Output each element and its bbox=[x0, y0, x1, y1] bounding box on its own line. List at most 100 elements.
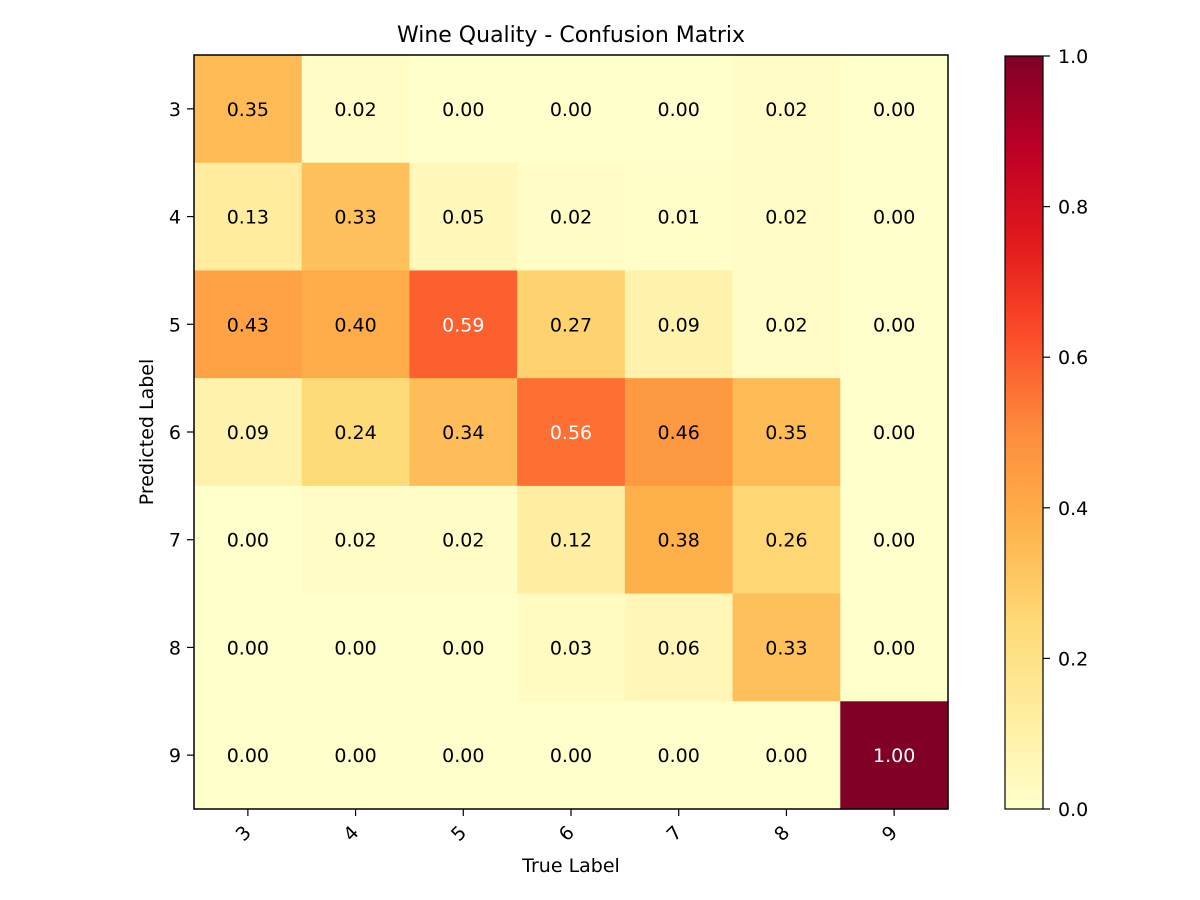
heatmap-cells bbox=[194, 55, 949, 810]
heatmap-cell bbox=[409, 701, 518, 810]
cell-value-label: 0.02 bbox=[765, 99, 807, 121]
heatmap-cell bbox=[301, 162, 411, 272]
y-tick-label: 3 bbox=[169, 99, 181, 121]
y-tick-label: 9 bbox=[169, 745, 181, 767]
y-axis-ticks: 3 4 5 6 7 8 9 bbox=[169, 99, 194, 767]
heatmap-cell bbox=[840, 593, 949, 702]
cell-value-label: 0.06 bbox=[658, 637, 700, 659]
heatmap-cell bbox=[517, 55, 626, 164]
cell-value-label: 0.00 bbox=[873, 422, 915, 444]
cell-value-label: 0.00 bbox=[658, 745, 700, 767]
cell-value-label: 0.09 bbox=[658, 314, 700, 336]
cell-value-label: 0.00 bbox=[873, 207, 915, 229]
cell-value-label: 0.02 bbox=[334, 530, 376, 552]
x-tick-label: 7 bbox=[662, 822, 686, 846]
cell-value-label: 0.01 bbox=[658, 207, 700, 229]
cell-value-label: 0.35 bbox=[227, 99, 269, 121]
cell-value-label: 0.00 bbox=[550, 745, 592, 767]
cell-value-label: 0.27 bbox=[550, 314, 592, 336]
x-tick-label: 8 bbox=[770, 822, 794, 846]
heatmap-cell bbox=[194, 270, 303, 379]
cell-value-label: 0.43 bbox=[227, 314, 269, 336]
cell-value-label: 0.59 bbox=[442, 314, 484, 336]
cell-value-label: 0.00 bbox=[765, 745, 807, 767]
colorbar-tick-label: 1.0 bbox=[1058, 46, 1088, 68]
cell-value-label: 1.00 bbox=[873, 745, 915, 767]
heatmap-cell bbox=[732, 485, 841, 595]
cell-value-label: 0.56 bbox=[550, 422, 592, 444]
cell-value-label: 0.00 bbox=[334, 637, 376, 659]
colorbar-tick-label: 0.4 bbox=[1058, 498, 1088, 520]
cell-value-label: 0.02 bbox=[765, 207, 807, 229]
heatmap-cell bbox=[301, 485, 411, 595]
heatmap-cell bbox=[194, 593, 303, 702]
heatmap-cell bbox=[409, 378, 518, 487]
heatmap-cell bbox=[409, 593, 518, 702]
cell-value-label: 0.00 bbox=[873, 530, 915, 552]
cell-value-label: 0.00 bbox=[442, 99, 484, 121]
colorbar-tick-label: 0.2 bbox=[1058, 648, 1088, 670]
cell-value-label: 0.33 bbox=[334, 207, 376, 229]
heatmap-cell bbox=[840, 485, 949, 595]
x-axis-ticks: 3 4 5 6 7 8 9 bbox=[232, 809, 902, 846]
y-tick-label: 4 bbox=[169, 207, 181, 229]
heatmap-cell bbox=[732, 378, 841, 487]
heatmap-cell bbox=[409, 55, 518, 164]
x-axis-label: True Label bbox=[521, 855, 620, 877]
cell-value-label: 0.00 bbox=[873, 314, 915, 336]
y-tick-label: 6 bbox=[169, 422, 181, 444]
heatmap-cell bbox=[301, 593, 411, 702]
cell-value-label: 0.46 bbox=[658, 422, 700, 444]
cell-value-label: 0.26 bbox=[765, 530, 807, 552]
cell-value-label: 0.24 bbox=[334, 422, 376, 444]
cell-value-label: 0.00 bbox=[442, 637, 484, 659]
colorbar-tick-label: 0.0 bbox=[1058, 799, 1088, 821]
cell-value-label: 0.00 bbox=[658, 99, 700, 121]
heatmap-cell-labels: 0.35 0.02 0.00 0.00 0.00 0.02 0.00 0.13 0.33 0.05… bbox=[227, 99, 916, 767]
chart-title: Wine Quality - Confusion Matrix bbox=[397, 23, 745, 48]
x-tick-label: 5 bbox=[447, 822, 471, 846]
heatmap-cell bbox=[517, 701, 626, 810]
cell-value-label: 0.12 bbox=[550, 530, 592, 552]
cell-value-label: 0.09 bbox=[227, 422, 269, 444]
x-tick-label: 4 bbox=[339, 822, 363, 846]
x-tick-label: 3 bbox=[232, 822, 256, 846]
y-tick-label: 8 bbox=[169, 637, 181, 659]
y-tick-label: 7 bbox=[169, 530, 181, 552]
y-axis-label: Predicted Label bbox=[136, 359, 158, 506]
heatmap-cell bbox=[624, 701, 734, 810]
cell-value-label: 0.00 bbox=[227, 530, 269, 552]
heatmap-cell bbox=[624, 485, 734, 595]
heatmap-cell bbox=[301, 378, 411, 487]
cell-value-label: 0.00 bbox=[227, 745, 269, 767]
heatmap-cell bbox=[517, 485, 626, 595]
heatmap-cell bbox=[517, 270, 626, 379]
heatmap-cell bbox=[840, 162, 949, 272]
cell-value-label: 0.05 bbox=[442, 207, 484, 229]
heatmap-cell bbox=[409, 270, 518, 379]
cell-value-label: 0.02 bbox=[442, 530, 484, 552]
heatmap-cell bbox=[301, 270, 411, 379]
colorbar bbox=[1004, 55, 1044, 810]
cell-value-label: 0.02 bbox=[334, 99, 376, 121]
heatmap-cell bbox=[301, 55, 411, 164]
cell-value-label: 0.00 bbox=[227, 637, 269, 659]
cell-value-label: 0.38 bbox=[658, 530, 700, 552]
heatmap-cell bbox=[840, 378, 949, 487]
cell-value-label: 0.02 bbox=[765, 314, 807, 336]
heatmap-cell bbox=[194, 162, 303, 272]
colorbar-tick-label: 0.6 bbox=[1058, 347, 1088, 369]
cell-value-label: 0.00 bbox=[334, 745, 376, 767]
cell-value-label: 0.13 bbox=[227, 207, 269, 229]
heatmap-cell bbox=[194, 485, 303, 595]
colorbar-ticks: 0.0 0.2 0.4 0.6 0.8 1.0 bbox=[1043, 46, 1088, 821]
heatmap-cell bbox=[624, 378, 734, 487]
heatmap-cell bbox=[732, 593, 841, 702]
heatmap-cell bbox=[409, 485, 518, 595]
cell-value-label: 0.00 bbox=[550, 99, 592, 121]
heatmap-cell bbox=[409, 162, 518, 272]
heatmap-cell bbox=[624, 270, 734, 379]
heatmap-cell bbox=[840, 270, 949, 379]
heatmap-cell bbox=[517, 378, 626, 487]
